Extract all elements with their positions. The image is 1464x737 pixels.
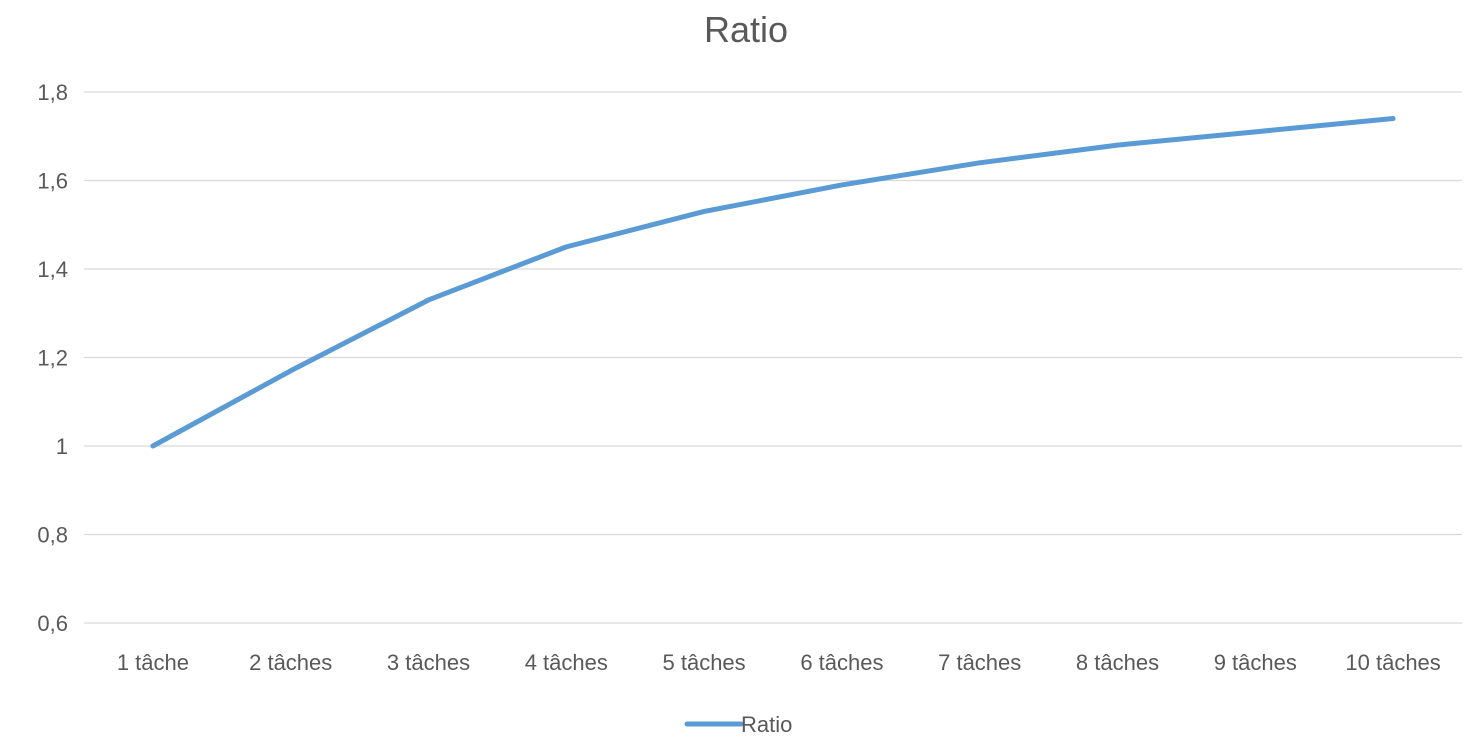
y-tick-label: 1 — [56, 434, 68, 459]
x-tick-label: 6 tâches — [800, 650, 883, 675]
y-tick-label: 1,8 — [37, 80, 68, 105]
gridlines — [84, 91, 1462, 624]
x-tick-label: 1 tâche — [117, 650, 189, 675]
x-tick-label: 5 tâches — [663, 650, 746, 675]
y-axis-ticks: 0,6 0,8 1 1,2 1,4 1,6 1,8 — [37, 80, 68, 636]
x-tick-label: 4 tâches — [525, 650, 608, 675]
y-tick-label: 1,4 — [37, 257, 68, 282]
x-tick-label: 9 tâches — [1214, 650, 1297, 675]
y-tick-label: 0,6 — [37, 611, 68, 636]
x-tick-label: 3 tâches — [387, 650, 470, 675]
series-line — [150, 116, 1396, 449]
legend: Ratio — [684, 712, 792, 737]
y-tick-label: 1,2 — [37, 346, 68, 371]
x-axis-ticks: 1 tâche 2 tâches 3 tâches 4 tâches 5 tâches 6… — [117, 650, 1441, 675]
chart-title: Ratio — [704, 9, 788, 50]
x-tick-label: 8 tâches — [1076, 650, 1159, 675]
x-tick-label: 10 tâches — [1345, 650, 1440, 675]
series-layer — [150, 116, 1396, 449]
y-tick-label: 1,6 — [37, 169, 68, 194]
x-tick-label: 7 tâches — [938, 650, 1021, 675]
legend-label: Ratio — [741, 712, 792, 737]
y-tick-label: 0,8 — [37, 523, 68, 548]
x-tick-label: 2 tâches — [249, 650, 332, 675]
